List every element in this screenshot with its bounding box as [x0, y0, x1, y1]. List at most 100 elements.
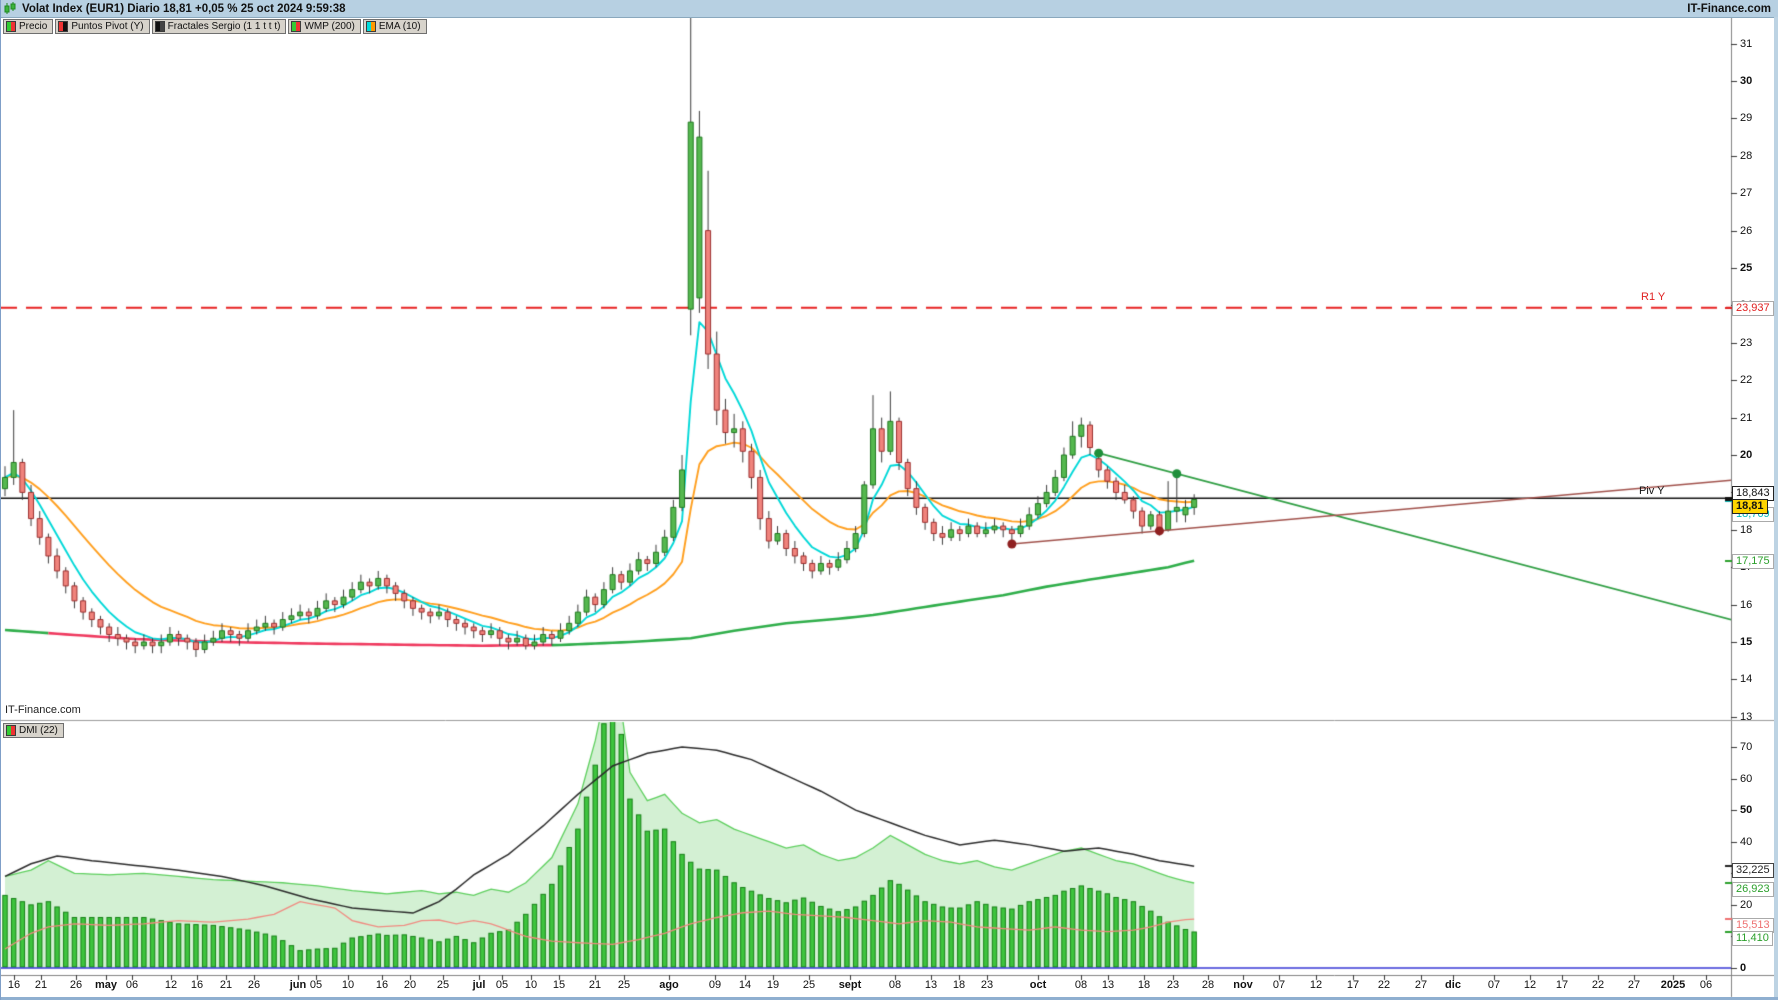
axis-value-box: 15,513: [1732, 918, 1774, 934]
axis-tick-label: 28: [1740, 149, 1753, 162]
axis-tick-label: 30: [1740, 75, 1753, 87]
axis-tick-label: 31: [1740, 37, 1753, 50]
indicator-color-icon: [6, 21, 16, 32]
date-tick-label: 09: [708, 979, 722, 991]
date-tick-label: 17: [1555, 979, 1569, 991]
axis-tick-label: 16: [1740, 598, 1753, 611]
date-tick-label: 08: [1074, 979, 1088, 991]
axis-tick-label: 20: [1740, 449, 1753, 461]
date-tick-label: 19: [766, 979, 780, 991]
date-tick-label: 16: [7, 979, 21, 991]
date-tick-label: 20: [403, 979, 417, 991]
indicator-label: EMA (10): [378, 21, 421, 32]
date-tick-label: 27: [1414, 979, 1428, 991]
chart-title: Volat Index (EUR1) Diario 18,81 +0,05 % …: [22, 2, 346, 15]
date-tick-label: 2025: [1660, 979, 1686, 991]
date-tick-label: dic: [1445, 979, 1461, 991]
axis-tick-label: 14: [1740, 673, 1753, 686]
date-tick-label: 27: [1627, 979, 1641, 991]
date-tick-label: oct: [1029, 979, 1047, 991]
date-tick-label: 23: [1166, 979, 1180, 991]
date-tick-label: 08: [888, 979, 902, 991]
date-tick-label: 10: [341, 979, 355, 991]
pivot-level-label[interactable]: Piv Y: [1639, 485, 1665, 497]
legend-bar: Precio Puntos Pivot (Y) Fractales Sergio (…: [3, 19, 427, 34]
date-tick-label: 06: [125, 979, 139, 991]
date-tick-label: 13: [924, 979, 938, 991]
watermark: IT-Finance.com: [5, 704, 81, 716]
date-tick-label: 07: [1272, 979, 1286, 991]
date-tick-label: 16: [190, 979, 204, 991]
title-bar: Volat Index (EUR1) Diario 18,81 +0,05 % …: [1, 0, 1778, 18]
axis-tick-label: 15: [1740, 636, 1753, 648]
legend-button-fractales[interactable]: Fractales Sergio (1 1 t t t): [151, 19, 287, 34]
date-tick-label: 18: [1137, 979, 1151, 991]
axis-tick-label: 18: [1740, 523, 1753, 536]
legend-button-precio[interactable]: Precio: [3, 19, 54, 34]
indicator-label: Precio: [19, 21, 48, 32]
dmi-legend-bar: DMI (22): [3, 722, 64, 740]
indicator-color-icon: [6, 725, 16, 736]
date-tick-label: jun: [289, 979, 307, 991]
date-tick-label: 22: [1377, 979, 1391, 991]
indicator-label: Fractales Sergio (1 1 t t t): [167, 21, 281, 32]
date-tick-label: 21: [588, 979, 602, 991]
date-tick-label: 25: [617, 979, 631, 991]
axis-tick-label: 40: [1740, 835, 1753, 848]
brand-link[interactable]: IT-Finance.com: [1687, 2, 1771, 15]
date-tick-label: 25: [802, 979, 816, 991]
date-tick-label: nov: [1233, 979, 1253, 991]
date-tick-label: ago: [659, 979, 679, 991]
date-tick-label: 18: [952, 979, 966, 991]
indicator-color-icon: [365, 21, 376, 32]
axis-value-box: 11,410: [1732, 930, 1773, 946]
indicator-color-icon: [154, 21, 165, 32]
axis-tick-label: 21: [1740, 411, 1753, 424]
date-tick-label: 13: [1101, 979, 1115, 991]
legend-button-puntos[interactable]: Puntos Pivot (Y): [55, 19, 150, 34]
r1-level-label[interactable]: R1 Y: [1641, 291, 1666, 303]
window-bottom-edge: [1, 997, 1778, 1000]
date-tick-label: 12: [164, 979, 178, 991]
legend-button-wmp[interactable]: WMP (200): [288, 19, 361, 34]
axis-tick-label: 20: [1740, 898, 1753, 911]
date-tick-label: 21: [219, 979, 233, 991]
axis-tick-label: 50: [1740, 804, 1753, 817]
axis-value-box: 32,225: [1732, 863, 1774, 879]
axis-value-box: 17,175: [1732, 553, 1774, 569]
date-tick-label: 14: [738, 979, 752, 991]
indicator-label: Puntos Pivot (Y): [71, 21, 144, 32]
axis-tick-label: 0: [1740, 962, 1747, 974]
date-tick-label: 05: [495, 979, 509, 991]
axis-tick-label: 26: [1740, 224, 1753, 237]
indicator-color-icon: [291, 21, 302, 32]
date-tick-label: 06: [1699, 979, 1713, 991]
date-tick-label: may: [94, 979, 118, 991]
axis-tick-label: 22: [1740, 374, 1753, 387]
axis-value-box: 18,81: [1732, 498, 1768, 514]
date-tick-label: 16: [375, 979, 389, 991]
legend-button-dmi[interactable]: DMI (22): [3, 723, 64, 738]
date-tick-label: 26: [247, 979, 261, 991]
indicator-label: DMI (22): [19, 725, 58, 736]
window-right-edge: [1774, 17, 1778, 1000]
axis-value-box: 23,937: [1732, 300, 1774, 316]
date-tick-label: 26: [69, 979, 83, 991]
legend-button-ema[interactable]: EMA (10): [362, 19, 427, 34]
axis-tick-label: 60: [1740, 772, 1753, 785]
date-tick-label: 17: [1346, 979, 1360, 991]
axis-tick-label: 25: [1740, 262, 1753, 274]
date-tick-label: 28: [1201, 979, 1215, 991]
axis-tick-label: 27: [1740, 187, 1753, 200]
date-tick-label: 15: [552, 979, 566, 991]
axis-tick-label: 70: [1740, 741, 1753, 753]
date-tick-label: 25: [436, 979, 450, 991]
candlestick-icon: [4, 2, 17, 15]
date-tick-label: 21: [34, 979, 48, 991]
date-tick-label: 23: [980, 979, 994, 991]
indicator-label: WMP (200): [304, 21, 355, 32]
axis-tick-label: 13: [1740, 710, 1753, 723]
axis-tick-label: 23: [1740, 336, 1753, 349]
